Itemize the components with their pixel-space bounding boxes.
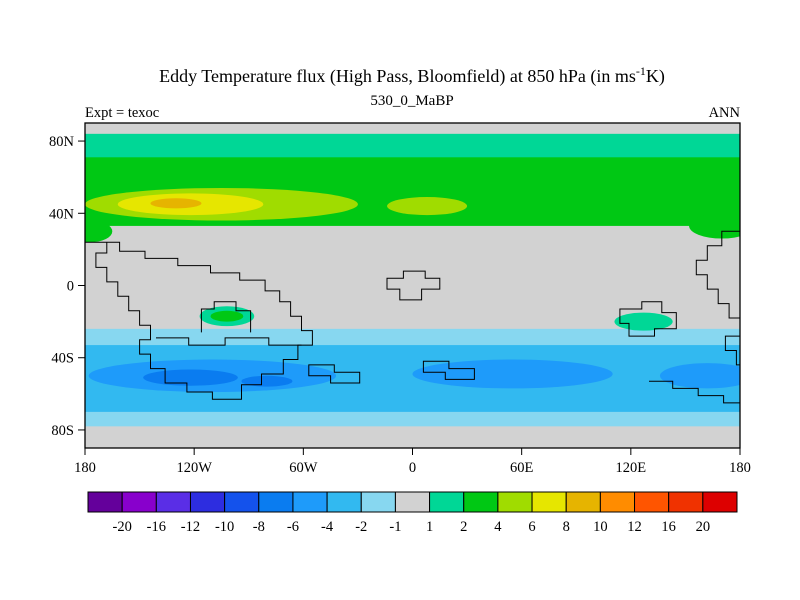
colorbar-boundary-label: 16: [661, 519, 676, 535]
colorbar-boundary-label: 4: [494, 519, 502, 535]
contour-region-nh-orange-core: [150, 198, 202, 209]
x-axis-tick-label: 0: [409, 460, 416, 476]
colorbar-boundary-label: -8: [253, 519, 265, 535]
colorbar-cell: [702, 491, 738, 513]
colorbar-cell: [394, 491, 431, 513]
contour-region-sh-strongblue-east: [412, 359, 613, 389]
colorbar-cell: [326, 491, 362, 513]
colorbar: -20 -16 -12 -10 -8 -6 -4 -2 -1 1 2 4 6 8 10 12 16 20: [87, 491, 738, 535]
colorbar-boundary-label: -6: [287, 519, 299, 535]
contour-region-nh-green-bulge-west: [85, 220, 113, 243]
coastline-path: [156, 337, 302, 346]
plot-subtitle: 530_0_MaBP: [370, 93, 453, 109]
contour-region-sh-deepblue-core-a: [143, 369, 238, 386]
contour-region-sh-deepblue-core-b: [241, 375, 293, 387]
colorbar-boundary-label: 20: [696, 519, 711, 535]
colorbar-cell: [599, 491, 636, 513]
contour-region-nh-yellowgreen-small: [387, 197, 468, 216]
coastline-path: [619, 301, 677, 337]
colorbar-boundary-label: -10: [215, 519, 234, 535]
colorbar-cell: [258, 491, 294, 513]
coastline-path: [386, 270, 441, 301]
colorbar-cell: [531, 491, 567, 513]
coastline-path: [724, 335, 740, 366]
x-axis-tick-label: 60E: [510, 460, 534, 476]
plot-title-text: Eddy Temperature flux (High Pass, Bloomf…: [159, 66, 636, 87]
coastline-path: [649, 380, 740, 404]
coastline-path: [85, 241, 313, 400]
colorbar-boundary-label: -4: [321, 519, 334, 535]
x-axis-tick-label: 60W: [289, 460, 318, 476]
y-axis-tick-label: 0: [67, 279, 74, 295]
experiment-label: Expt = texoc: [85, 105, 159, 121]
coastline-path: [695, 230, 740, 319]
colorbar-cell: [463, 491, 499, 513]
coastline-path: [308, 364, 361, 384]
colorbar-cell: [189, 491, 226, 513]
colorbar-cell: [224, 491, 260, 513]
colorbar-boundary-label: -16: [147, 519, 166, 535]
colorbar-cell: [292, 491, 328, 513]
colorbar-cell: [497, 491, 533, 513]
colorbar-cell: [121, 491, 157, 513]
colorbar-cell: [360, 491, 396, 513]
colorbar-boundary-label: 6: [528, 519, 535, 535]
colorbar-boundary-label: -1: [389, 519, 401, 535]
plot-title-units-suffix: K): [646, 66, 665, 87]
contour-region-sh-strongblue-fareast: [659, 363, 740, 389]
x-axis-tick-label: 120E: [616, 460, 647, 476]
colorbar-cell: [668, 491, 704, 513]
colorbar-boundary-label: 1: [426, 519, 433, 535]
coastline-path: [422, 360, 475, 380]
contour-region-sh-green-patch-west: [210, 310, 244, 322]
colorbar-boundary-label: 8: [563, 519, 570, 535]
season-label: ANN: [709, 105, 741, 121]
y-axis-tick-label: 80S: [51, 423, 74, 439]
y-axis-tick-label: 40S: [51, 351, 74, 367]
colorbar-boundary-label: -2: [355, 519, 367, 535]
colorbar-cell: [429, 491, 465, 513]
colorbar-boundary-label: 12: [627, 519, 642, 535]
colorbar-boundary-label: -12: [181, 519, 200, 535]
x-axis-tick-label: 180: [74, 460, 96, 476]
plot-title: Eddy Temperature flux (High Pass, Bloomf…: [159, 64, 665, 87]
x-axis-tick-label: 120W: [176, 460, 212, 476]
colorbar-boundary-label: 10: [593, 519, 608, 535]
coastline-path: [200, 301, 252, 333]
y-axis-tick-label: 80N: [49, 134, 75, 150]
colorbar-boundary-label: 2: [460, 519, 467, 535]
y-axis-tick-label: 40N: [49, 206, 75, 222]
colorbar-boundary-label: -20: [112, 519, 131, 535]
plot-title-superscript: -1: [636, 64, 646, 78]
contour-region-nh-green-bulge-east: [689, 213, 740, 239]
contour-region-sh-teal-patch-east: [614, 312, 673, 331]
x-axis-tick-label: 180: [729, 460, 751, 476]
colorbar-cell: [155, 491, 191, 513]
map-axes: 80N 40N 0 40S 80S 180 120W 60W 0 60E 120E 180: [49, 122, 751, 476]
colorbar-cell: [565, 491, 601, 513]
map-layers: [85, 123, 740, 448]
colorbar-cell: [634, 491, 670, 513]
colorbar-cell: [87, 491, 123, 513]
